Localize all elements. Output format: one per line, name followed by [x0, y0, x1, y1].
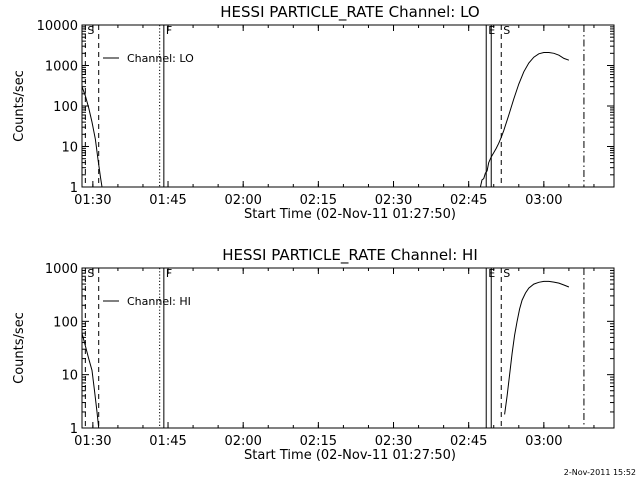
event-marker-label: F: [166, 267, 172, 280]
hi-channel-panel: HESSI PARTICLE_RATE Channel: HI 01:30 01:4…: [12, 246, 615, 463]
event-marker-label: S: [503, 24, 510, 37]
x-tick-label: 02:00: [224, 193, 261, 208]
x-tick-label: 01:30: [74, 434, 111, 449]
legend-label: Channel: LO: [127, 52, 194, 65]
x-tick-label: 02:15: [300, 434, 337, 449]
event-marker-label: S: [87, 267, 94, 280]
series-line: [504, 280, 570, 415]
series-line: [81, 333, 100, 429]
plot-frame: [81, 24, 615, 188]
plot-frame: [81, 267, 615, 429]
x-tick-label: 02:30: [375, 434, 412, 449]
x-tick-label: 02:45: [450, 193, 487, 208]
y-tick-label: 1: [70, 422, 78, 437]
x-tick-label: 01:45: [149, 434, 186, 449]
y-tick-label: 1000: [45, 60, 78, 75]
legend-label: Channel: HI: [127, 295, 191, 308]
y-tick-label: 1: [70, 181, 78, 196]
x-tick-label: 01:45: [149, 193, 186, 208]
x-axis-label: Start Time (02-Nov-11 01:27:50): [244, 207, 456, 222]
event-marker-label: S: [503, 267, 510, 280]
y-tick-label: 100: [53, 100, 78, 115]
y-axis-label: Counts/sec: [12, 70, 27, 142]
event-marker-label: S: [87, 24, 94, 37]
series-line: [81, 52, 570, 188]
timestamp: 2-Nov-2011 15:52: [564, 468, 636, 477]
x-tick-label: 02:45: [450, 434, 487, 449]
y-tick-label: 10: [61, 369, 78, 384]
y-axis-label: Counts/sec: [12, 312, 27, 384]
chart-title: HESSI PARTICLE_RATE Channel: HI: [222, 246, 478, 265]
x-tick-label: 01:30: [74, 193, 111, 208]
x-tick-label: 02:00: [224, 434, 261, 449]
y-tick-label: 10000: [37, 19, 78, 34]
y-tick-label: 100: [53, 315, 78, 330]
y-tick-label: 10: [61, 141, 78, 156]
x-axis-label: Start Time (02-Nov-11 01:27:50): [244, 448, 456, 463]
x-tick-label: 02:30: [375, 193, 412, 208]
x-tick-label: 02:15: [300, 193, 337, 208]
x-tick-label: 03:00: [525, 434, 562, 449]
chart-title: HESSI PARTICLE_RATE Channel: LO: [220, 3, 479, 22]
event-marker-label: F: [166, 24, 172, 37]
x-tick-label: 03:00: [525, 193, 562, 208]
y-tick-label: 1000: [45, 262, 78, 277]
lo-channel-panel: HESSI PARTICLE_RATE Channel: LO 01:30 01:4…: [12, 3, 615, 222]
